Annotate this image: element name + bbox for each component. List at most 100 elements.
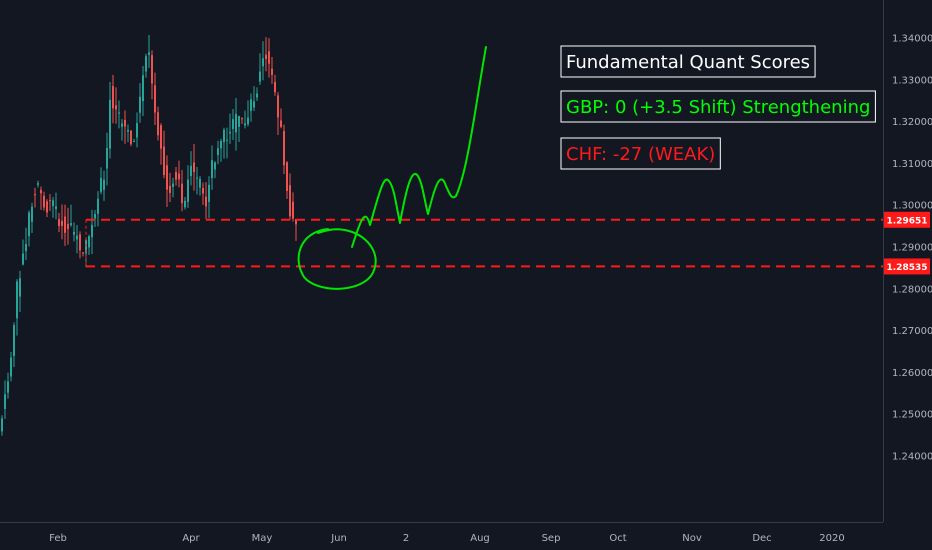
time-tick-label: Sep [542, 533, 561, 544]
candle-body [40, 189, 42, 194]
price-tick-label: 1.29000 [892, 243, 932, 254]
candle-body [283, 131, 285, 166]
candle-body [271, 68, 273, 75]
candle-body [25, 244, 27, 252]
candle-body [52, 200, 54, 207]
price-tick-label: 1.27000 [892, 326, 932, 337]
time-tick-label: Jun [330, 533, 347, 544]
time-tick-label: Oct [609, 533, 626, 544]
candle-body [76, 235, 78, 240]
candle-body [172, 183, 174, 187]
candle-body [142, 75, 144, 102]
candle-body [250, 99, 252, 111]
candle-body [262, 58, 264, 67]
candle-body [55, 206, 57, 210]
candle-body [58, 219, 60, 226]
candle-body [277, 95, 279, 118]
candle-body [115, 105, 117, 110]
time-tick-label: May [252, 533, 273, 544]
price-tick-label: 1.28000 [892, 284, 932, 295]
candle-body [295, 219, 297, 225]
candle-body [199, 178, 201, 188]
level-price-tag [884, 258, 930, 275]
level-price-label: 1.28535 [887, 263, 928, 273]
svg-text:Fundamental Quant Scores: Fundamental Quant Scores [566, 52, 810, 73]
candle-body [268, 51, 270, 64]
candle-body [91, 224, 93, 238]
time-tick-label: Nov [682, 533, 702, 544]
candle-body [124, 119, 126, 127]
time-tick-label: 2 [403, 533, 409, 544]
candle-body [280, 120, 282, 127]
candle-body [226, 139, 228, 141]
candle-body [220, 140, 222, 149]
candle-body [157, 112, 159, 136]
candle-body [289, 185, 291, 217]
candle-body [106, 148, 108, 169]
candle-body [292, 201, 294, 219]
candle-body [100, 177, 102, 192]
candle-body [169, 185, 171, 193]
candle-body [34, 194, 36, 196]
candle-body [43, 195, 45, 208]
candle-body [139, 96, 141, 113]
annotation-title: Fundamental Quant Scores [560, 45, 816, 78]
candle-body [148, 52, 150, 55]
candle-body [196, 177, 198, 179]
candle-body [238, 116, 240, 127]
candle-body [73, 231, 75, 235]
candle-body [19, 278, 21, 297]
candle-body [118, 112, 120, 114]
time-tick-label: Feb [49, 533, 67, 544]
candle-body [82, 252, 84, 254]
candle-body [112, 86, 114, 109]
candle-body [145, 56, 147, 72]
candle-body [133, 141, 135, 143]
time-tick-label: 2020 [819, 533, 844, 544]
candle-body [202, 187, 204, 194]
price-tick-label: 1.31000 [892, 159, 932, 170]
candle-body [217, 148, 219, 155]
candle-body [151, 55, 153, 84]
candle-body [31, 206, 33, 222]
candle-body [1, 418, 3, 432]
candle-body [232, 119, 234, 129]
svg-text:GBP: 0 (+3.5 Shift) Strengthen: GBP: 0 (+3.5 Shift) Strengthening [566, 97, 870, 118]
candle-body [190, 165, 192, 177]
candle-body [160, 125, 162, 149]
candle-body [22, 253, 24, 265]
candle-body [97, 198, 99, 214]
candle-body [223, 129, 225, 143]
level-price-label: 1.29651 [887, 216, 928, 226]
candle-body [265, 54, 267, 60]
annotation-chf-score: CHF: -27 (WEAK) [560, 137, 721, 170]
candle-body [256, 93, 258, 98]
time-tick-label: Apr [182, 533, 200, 544]
candle-body [187, 179, 189, 202]
candle-body [208, 184, 210, 202]
candle-body [10, 357, 12, 377]
level-price-tag [884, 211, 930, 228]
drawn-circle [297, 228, 377, 290]
annotation-gbp-score: GBP: 0 (+3.5 Shift) Strengthening [560, 90, 876, 123]
price-tick-label: 1.34000 [892, 34, 932, 45]
candle-body [130, 130, 132, 145]
price-tick-label: 1.26000 [892, 368, 932, 379]
candle-body [244, 123, 246, 126]
candle-body [70, 223, 72, 226]
candle-body [16, 281, 18, 319]
candle-body [235, 113, 237, 133]
candle-body [181, 183, 183, 204]
candle-body [175, 172, 177, 180]
candle-body [7, 381, 9, 393]
price-tick-label: 1.24000 [892, 452, 932, 463]
candle-body [127, 129, 129, 132]
candle-body [67, 223, 69, 229]
candle-body [286, 162, 288, 191]
candle-body [247, 117, 249, 125]
candle-body [64, 216, 66, 233]
candle-body [103, 179, 105, 190]
candle-body [121, 123, 123, 127]
